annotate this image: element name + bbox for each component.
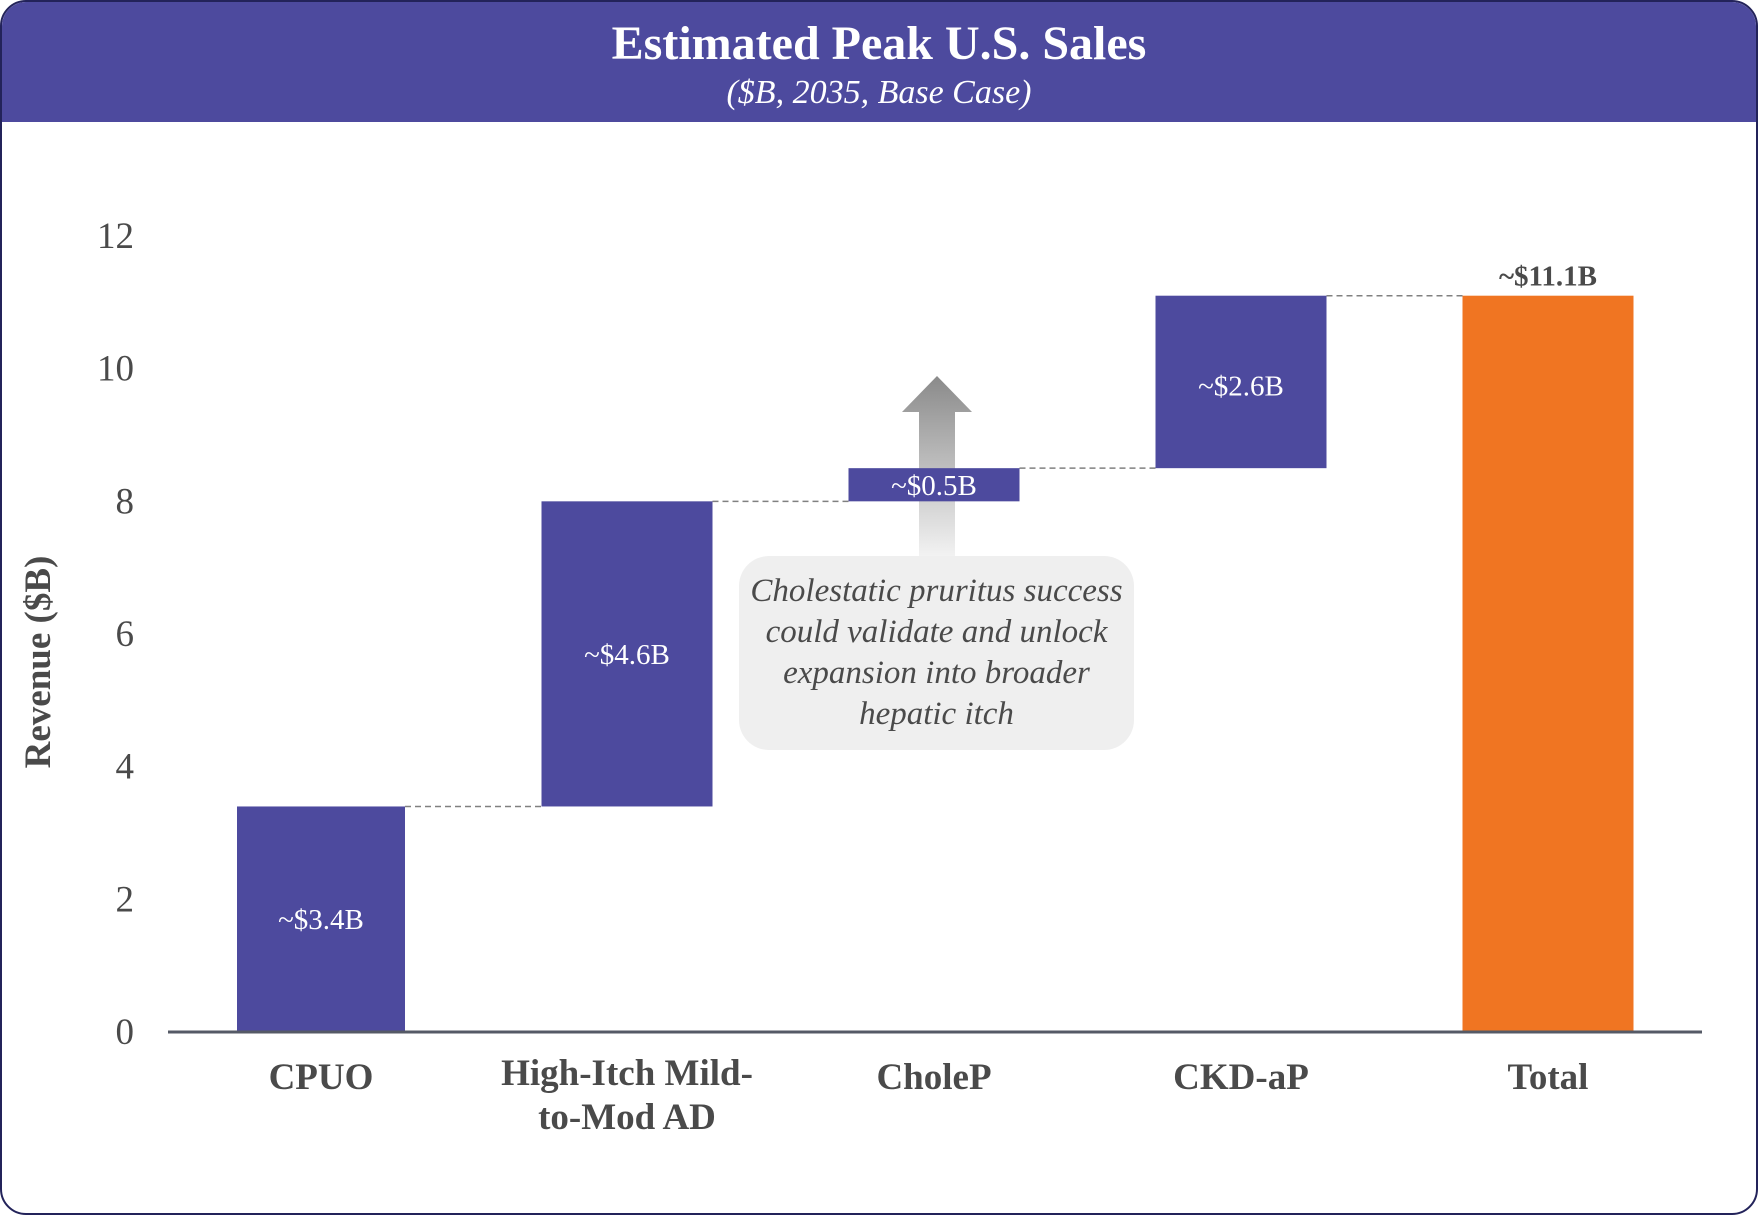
callout-text: Cholestatic pruritus success could valid… [750,573,1123,732]
data-label: ~$2.6B [1198,371,1284,403]
x-category-label-line: CPUO [269,1057,374,1098]
bar-cpuo [237,806,405,1032]
y-tick-label: 2 [116,879,135,920]
bar-total [1462,295,1634,1032]
x-category-label-line: Total [1508,1057,1589,1098]
y-tick-label: 8 [116,481,135,522]
x-category-label-line: High-Itch Mild- [501,1053,753,1094]
bar-ckd-ap [1155,295,1327,469]
x-category-label-line: CholeP [876,1057,991,1098]
bar-high-itch-mild-to-mod-ad [541,501,713,807]
y-tick-label: 6 [116,614,135,655]
up-arrow-icon [902,376,972,556]
data-label: ~$11.1B [1499,261,1597,293]
x-category-label: CPUO [269,1057,374,1098]
y-tick-label: 12 [97,216,134,257]
y-tick-label: 0 [116,1012,135,1053]
x-category-label: CholeP [876,1057,991,1098]
data-label: ~$3.4B [278,904,364,936]
x-category-label: CKD-aP [1173,1057,1309,1098]
chart-header: Estimated Peak U.S. Sales ($B, 2035, Bas… [2,2,1756,122]
chart-subtitle: ($B, 2035, Base Case) [726,74,1032,111]
x-category-label: Total [1508,1057,1589,1098]
y-tick-label: 10 [97,349,134,390]
data-label: ~$0.5B [891,470,977,502]
data-label: ~$4.6B [584,639,670,671]
y-tick-label: 4 [116,747,135,788]
y-axis-title: Revenue ($B) [18,556,59,769]
chart-title: Estimated Peak U.S. Sales [611,17,1147,70]
callout-box: Cholestatic pruritus success could valid… [739,556,1134,750]
x-category-label-line: CKD-aP [1173,1057,1309,1098]
bar-cholep [848,468,1020,502]
x-category-label-line: to-Mod AD [538,1097,716,1138]
x-category-label: High-Itch Mild-to-Mod AD [501,1053,753,1138]
